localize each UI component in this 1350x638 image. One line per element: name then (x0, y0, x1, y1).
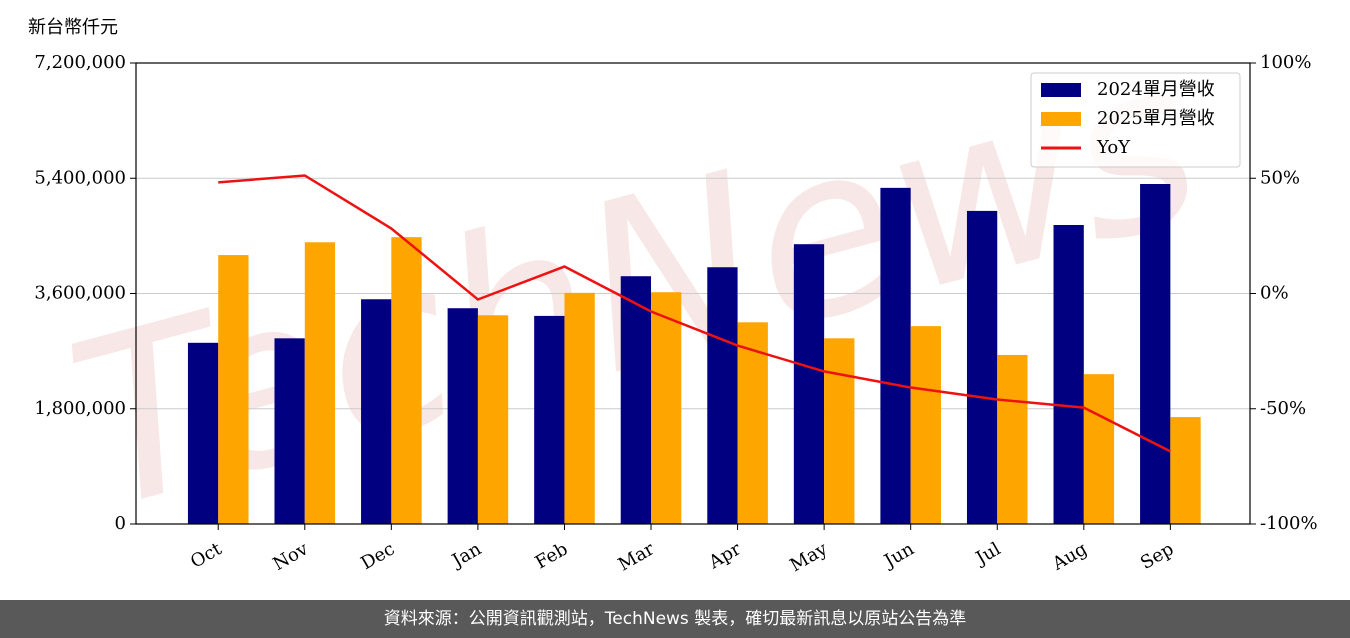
x-tick-label: Jun (879, 538, 918, 573)
bar (707, 267, 738, 524)
legend-box (1030, 72, 1241, 168)
legend-label: 2024單月營收 (1097, 79, 1215, 100)
y-tick-label: 0 (115, 513, 126, 534)
bar (997, 354, 1028, 524)
y-tick-label: 3,600,000 (34, 283, 126, 304)
x-tick-label: Jul (971, 538, 1005, 570)
bar (218, 255, 249, 525)
bar (534, 315, 565, 524)
bar (1140, 184, 1171, 524)
x-tick-label: May (787, 538, 832, 576)
bar (793, 244, 825, 524)
plot-frame (135, 62, 1251, 525)
y-axis-title: 新台幣仟元 (28, 17, 118, 38)
bar (910, 326, 941, 524)
x-tick-label: Feb (532, 538, 572, 573)
x-tick-label: Jan (447, 538, 485, 572)
legend-label: YoY (1096, 137, 1131, 158)
x-tick-label: Mar (615, 538, 659, 575)
bar (564, 292, 595, 524)
bar (966, 210, 998, 524)
bar (880, 187, 911, 524)
bar (361, 299, 392, 524)
legend-label: 2025單月營收 (1097, 108, 1215, 129)
bar (651, 292, 682, 524)
bar (1083, 374, 1115, 524)
y2-tick-label: 0% (1260, 283, 1289, 304)
bar (391, 237, 422, 524)
y-tick-label: 7,200,000 (34, 52, 126, 73)
x-tick-label: Sep (1137, 538, 1177, 573)
x-tick-label: Aug (1048, 538, 1091, 575)
bar (447, 308, 478, 524)
x-tick-label: Nov (269, 538, 312, 575)
y-tick-label: 1,800,000 (34, 398, 126, 419)
y-tick-label: 5,400,000 (34, 167, 126, 188)
bar (477, 315, 509, 524)
bar (274, 338, 305, 524)
bar (620, 276, 652, 524)
bar (737, 322, 768, 524)
x-tick-label: Dec (357, 538, 398, 574)
bar (304, 242, 336, 524)
legend-swatch (1041, 83, 1081, 97)
x-tick-label: Apr (705, 538, 745, 573)
bar (824, 338, 855, 524)
y2-tick-label: -50% (1260, 398, 1306, 419)
footer: 資料來源：公開資訊觀測站，TechNews 製表，確切最新訊息以原站公告為準 (0, 600, 1350, 638)
y2-tick-label: -100% (1260, 513, 1318, 534)
line (218, 174, 1171, 453)
chart: 新台幣仟元 TechNews01,800,0003,600,0005,400,0… (28, 8, 1318, 577)
bar (1170, 417, 1201, 524)
y2-tick-label: 100% (1260, 52, 1311, 73)
y2-tick-label: 50% (1260, 167, 1300, 188)
bar (1053, 224, 1084, 524)
legend-swatch (1041, 112, 1081, 126)
bar (187, 342, 219, 524)
x-tick-label: Oct (187, 538, 226, 573)
